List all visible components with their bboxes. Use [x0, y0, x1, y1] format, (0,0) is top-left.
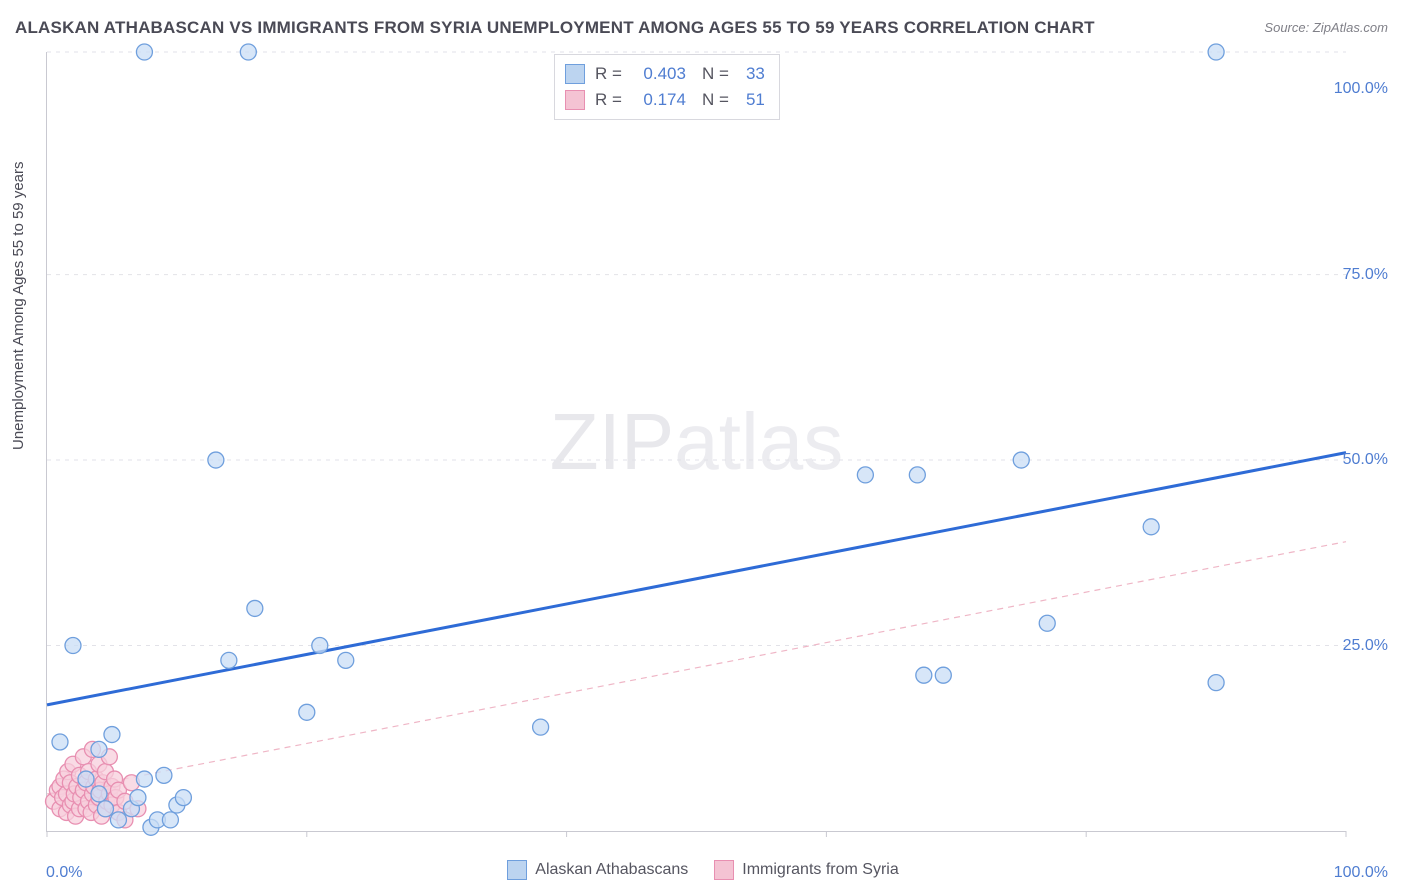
legend-stats-b: R = 0.174 N = 51	[595, 87, 765, 113]
source-attribution: Source: ZipAtlas.com	[1264, 20, 1388, 35]
legend-n-label: N =	[702, 61, 729, 87]
legend-n-label: N =	[702, 87, 729, 113]
legend-stats-a: R = 0.403 N = 33	[595, 61, 765, 87]
y-tick-label: 50.0%	[1343, 451, 1388, 469]
correlation-legend: R = 0.403 N = 33 R = 0.174 N = 51	[554, 54, 780, 120]
legend-swatch-a	[565, 64, 585, 84]
legend-n-value-a: 33	[729, 61, 765, 87]
legend-r-value-a: 0.403	[622, 61, 686, 87]
plot-svg	[47, 52, 1346, 831]
series-label-b: Immigrants from Syria	[742, 861, 898, 879]
series-swatch-b	[714, 860, 734, 880]
y-tick-label: 100.0%	[1334, 80, 1388, 98]
series-legend-b: Immigrants from Syria	[714, 860, 898, 880]
x-tick-label: 100.0%	[1334, 864, 1388, 882]
x-tick-label: 0.0%	[46, 864, 82, 882]
legend-r-label: R =	[595, 87, 622, 113]
source-label: Source:	[1264, 20, 1309, 35]
series-label-a: Alaskan Athabascans	[535, 861, 688, 879]
series-legend-a: Alaskan Athabascans	[507, 860, 688, 880]
y-tick-label: 75.0%	[1343, 266, 1388, 284]
legend-r-value-b: 0.174	[622, 87, 686, 113]
series-swatch-a	[507, 860, 527, 880]
legend-row-series-b: R = 0.174 N = 51	[565, 87, 765, 113]
legend-swatch-b	[565, 90, 585, 110]
y-axis-label: Unemployment Among Ages 55 to 59 years	[10, 161, 27, 450]
source-value: ZipAtlas.com	[1313, 20, 1388, 35]
legend-r-label: R =	[595, 61, 622, 87]
y-tick-label: 25.0%	[1343, 637, 1388, 655]
plot-area: ZIPatlas	[46, 52, 1346, 832]
legend-row-series-a: R = 0.403 N = 33	[565, 61, 765, 87]
legend-n-value-b: 51	[729, 87, 765, 113]
series-legend: Alaskan Athabascans Immigrants from Syri…	[0, 860, 1406, 880]
correlation-chart: ALASKAN ATHABASCAN VS IMMIGRANTS FROM SY…	[0, 0, 1406, 892]
chart-title: ALASKAN ATHABASCAN VS IMMIGRANTS FROM SY…	[15, 18, 1095, 38]
